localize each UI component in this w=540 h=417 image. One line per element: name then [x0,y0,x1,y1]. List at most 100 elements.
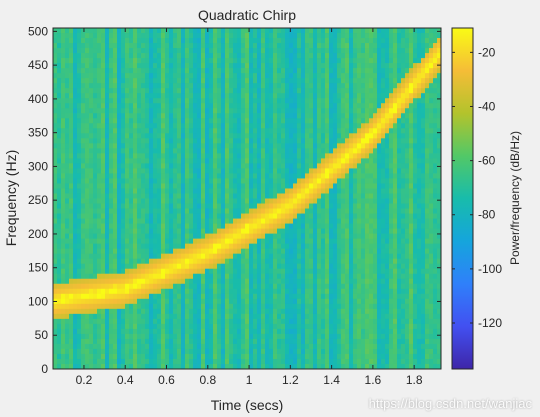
heatmap-cell [125,348,130,355]
heatmap-cell [217,28,222,34]
heatmap-cell [165,58,170,64]
heatmap-cell [97,218,102,225]
heatmap-cell [153,133,158,139]
heatmap-cell [161,138,166,144]
heatmap-cell [221,118,226,124]
heatmap-cell [261,308,266,315]
heatmap-cell [89,298,94,305]
heatmap-cell [273,223,278,230]
heatmap-cell [173,168,178,175]
heatmap-cell [181,58,186,64]
heatmap-cell [193,183,198,190]
heatmap-cell [173,323,178,330]
heatmap-cell [297,93,302,99]
heatmap-cell [177,293,182,300]
heatmap-cell [249,188,254,195]
heatmap-cell [237,343,242,350]
heatmap-cell [133,283,138,290]
heatmap-cell [309,288,314,295]
heatmap-cell [257,273,262,280]
heatmap-cell [329,233,334,240]
heatmap-cell [173,173,178,180]
heatmap-cell [165,63,170,69]
heatmap-cell [57,333,62,340]
heatmap-cell [117,48,122,54]
heatmap-cell [329,323,334,330]
heatmap-cell [109,248,114,255]
heatmap-cell [241,353,246,360]
heatmap-cell [245,353,250,360]
heatmap-cell [305,63,310,69]
heatmap-cell [189,93,194,99]
heatmap-cell [73,273,78,280]
heatmap-cell [189,158,194,164]
heatmap-cell [193,113,198,119]
heatmap-cell [177,58,182,64]
heatmap-cell [209,138,214,144]
heatmap-cell [325,188,330,195]
heatmap-cell [181,363,186,369]
heatmap-cell [329,48,334,54]
heatmap-cell [265,48,270,54]
heatmap-cell [117,243,122,250]
heatmap-cell [193,53,198,59]
heatmap-cell [241,238,246,245]
heatmap-cell [209,248,214,255]
heatmap-cell [321,168,326,175]
heatmap-cell [297,163,302,170]
heatmap-cell [329,188,334,195]
heatmap-cell [309,43,314,49]
heatmap-cell [233,203,238,210]
heatmap-cell [61,343,66,350]
heatmap-cell [337,138,342,144]
heatmap-cell [225,288,230,295]
heatmap-cell [345,93,350,99]
heatmap-cell [113,68,118,74]
heatmap-cell [149,248,154,255]
heatmap-cell [157,353,162,360]
heatmap-cell [89,193,94,200]
heatmap-cell [109,198,114,205]
heatmap-cell [181,243,186,250]
heatmap-cell [233,168,238,175]
heatmap-cell [329,253,334,260]
heatmap-cell [245,258,250,265]
heatmap-cell [53,93,58,99]
heatmap-cell [185,198,190,205]
heatmap-cell [321,278,326,285]
heatmap-cell [257,133,262,139]
heatmap-cell [345,143,350,149]
heatmap-cell [161,173,166,180]
heatmap-cell [213,298,218,305]
heatmap-cell [301,128,306,134]
heatmap-cell [289,273,294,280]
heatmap-cell [289,343,294,350]
heatmap-cell [257,148,262,154]
heatmap-cell [137,133,142,139]
heatmap-cell [285,33,290,39]
heatmap-cell [273,303,278,310]
heatmap-cell [193,73,198,79]
heatmap-cell [129,203,134,210]
heatmap-cell [317,333,322,340]
heatmap-cell [177,333,182,340]
heatmap-cell [293,168,298,175]
heatmap-cell [309,28,314,34]
heatmap-cell [97,228,102,235]
heatmap-cell [321,218,326,225]
heatmap-cell [217,293,222,300]
heatmap-cell [129,78,134,84]
heatmap-cell [153,103,158,109]
heatmap-cell [233,333,238,340]
heatmap-cell [89,183,94,190]
heatmap-cell [97,273,102,280]
heatmap-cell [145,238,150,245]
heatmap-cell [265,93,270,99]
heatmap-cell [321,308,326,315]
heatmap-cell [329,78,334,84]
heatmap-cell [221,38,226,44]
heatmap-cell [225,263,230,270]
heatmap-cell [241,263,246,270]
heatmap-cell [113,28,118,34]
heatmap-cell [129,153,134,159]
